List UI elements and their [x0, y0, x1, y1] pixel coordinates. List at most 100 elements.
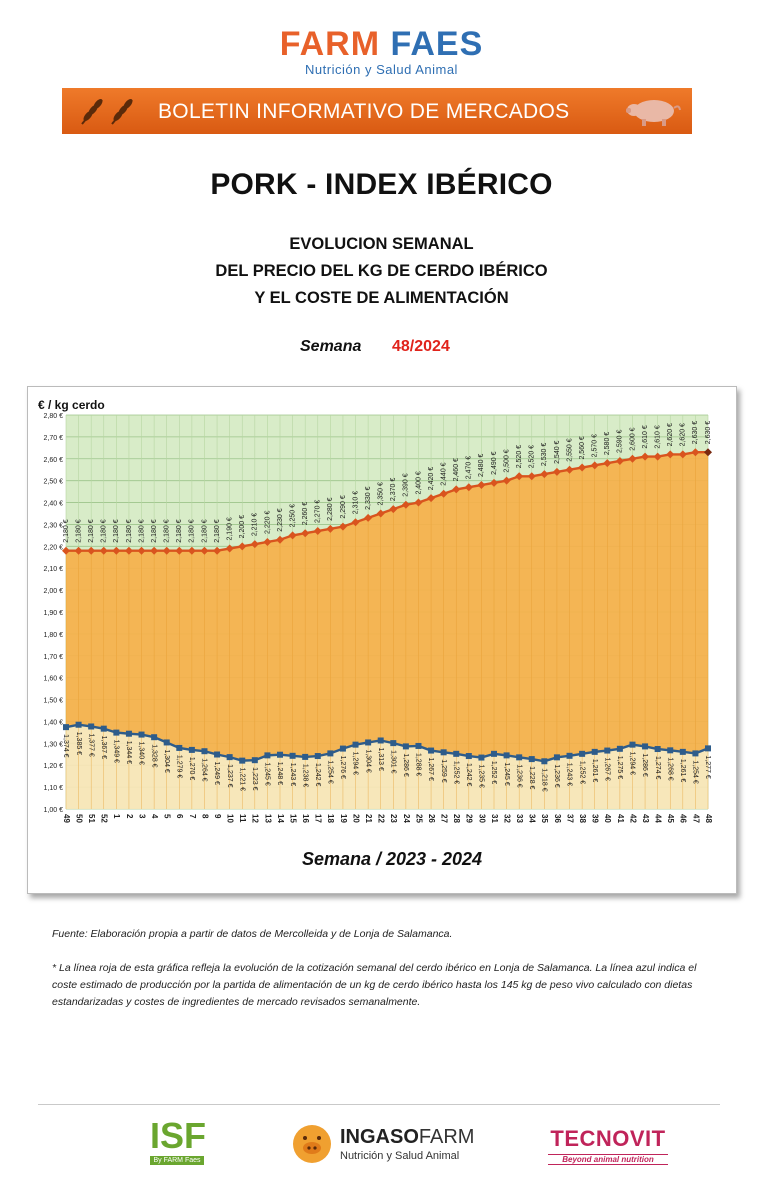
y-tick-label: 2,50 € — [44, 479, 64, 486]
pork-price-point — [691, 448, 700, 457]
feed-cost-data-label: 1,245 € — [264, 762, 271, 785]
pork-price-point — [678, 450, 687, 459]
feed-cost-area — [66, 724, 708, 809]
x-tick-label: 43 — [641, 814, 650, 823]
x-tick-label: 9 — [213, 814, 222, 819]
logo-subtitle: Nutrición y Salud Animal — [305, 62, 458, 77]
y-tick-label: 1,00 € — [44, 807, 64, 814]
feed-cost-point — [100, 725, 107, 732]
feed-cost-data-label: 1,252 € — [578, 761, 585, 784]
feed-cost-point — [63, 724, 69, 731]
week-value: 48/2024 — [392, 338, 450, 355]
pig-icon — [626, 100, 681, 126]
pork-price-point — [213, 546, 222, 555]
pork-price-point — [590, 461, 599, 470]
x-tick-label: 25 — [414, 814, 423, 823]
feed-cost-point — [579, 750, 586, 757]
pork-price-point — [552, 467, 561, 476]
feed-cost-data-label: 1,294 € — [352, 752, 359, 775]
feed-cost-point — [705, 745, 711, 752]
feed-cost-data-label: 1,313 € — [377, 747, 384, 770]
pork-price-data-label: 2,460 € — [453, 458, 460, 481]
pork-price-data-label: 2,470 € — [466, 456, 473, 479]
y-tick-label: 2,70 € — [44, 435, 64, 442]
pork-price-point — [112, 546, 121, 555]
feed-cost-data-label: 1,221 € — [238, 768, 245, 791]
x-tick-label: 45 — [666, 814, 675, 823]
x-tick-label: 31 — [490, 814, 499, 823]
feed-cost-data-label: 1,228 € — [528, 766, 535, 789]
pork-price-point — [200, 546, 209, 555]
x-tick-label: 1 — [112, 814, 121, 819]
x-tick-label: 21 — [364, 814, 373, 823]
pork-price-point — [175, 546, 184, 555]
x-tick-label: 51 — [87, 814, 96, 823]
isf-logo-text: ISF — [150, 1115, 207, 1156]
x-tick-label: 41 — [616, 814, 625, 823]
x-tick-label: 26 — [427, 814, 436, 823]
pork-price-point — [502, 476, 511, 485]
feed-cost-point — [453, 750, 460, 757]
market-bulletin-banner: BOLETIN INFORMATIVO DE MERCADOS — [62, 88, 692, 134]
pork-price-data-label: 2,180 € — [63, 519, 70, 542]
pork-price-point — [364, 513, 373, 522]
feed-cost-point — [176, 744, 183, 751]
feed-cost-point — [667, 747, 674, 754]
feed-cost-data-label: 1,385 € — [75, 732, 82, 755]
feed-cost-data-label: 1,328 € — [150, 744, 157, 767]
feed-cost-point — [88, 723, 95, 730]
feed-cost-data-label: 1,252 € — [452, 761, 459, 784]
logo-faes-text: FAES — [390, 25, 484, 63]
y-tick-label: 2,30 € — [44, 522, 64, 529]
feed-cost-point — [642, 743, 649, 750]
feed-cost-data-label: 1,301 € — [389, 750, 396, 773]
pork-price-point — [389, 505, 398, 514]
isf-logo: ISF By FARM Faes — [150, 1115, 207, 1165]
pork-price-data-label: 2,190 € — [226, 517, 233, 540]
feed-cost-data-label: 1,242 € — [465, 763, 472, 786]
feed-cost-point — [365, 739, 372, 746]
feed-cost-data-label: 1,374 € — [62, 734, 69, 757]
feed-cost-data-label: 1,249 € — [213, 761, 220, 784]
x-tick-label: 19 — [339, 814, 348, 823]
feed-cost-point — [654, 746, 661, 753]
feed-cost-data-label: 1,277 € — [704, 755, 711, 778]
feed-cost-point — [226, 754, 233, 761]
x-tick-label: 46 — [679, 814, 688, 823]
pork-price-data-label: 2,180 € — [214, 519, 221, 542]
logo-wordmark: FARM FAES — [0, 26, 763, 62]
x-tick-label: 17 — [314, 814, 323, 823]
feed-cost-point — [239, 757, 246, 764]
pork-price-data-label: 2,230 € — [277, 508, 284, 531]
x-tick-label: 2 — [125, 814, 134, 819]
feed-cost-point — [491, 750, 497, 757]
ingaso-text: INGASO — [340, 1126, 419, 1148]
price-cost-chart: 1,00 € 1,10 € 1,20 € 1,30 € 1,40 € 1,50 € 1,60… — [38, 398, 713, 869]
pork-price-data-label: 2,550 € — [566, 438, 573, 461]
pork-price-data-label: 2,350 € — [378, 482, 385, 505]
pork-price-data-label: 2,420 € — [428, 467, 435, 490]
pork-price-point — [565, 465, 574, 474]
pork-price-point — [338, 522, 347, 531]
pork-price-data-label: 2,290 € — [340, 495, 347, 518]
y-tick-label: 1,10 € — [44, 785, 64, 792]
x-tick-label: 29 — [465, 814, 474, 823]
y-tick-label: 1,50 € — [44, 698, 64, 705]
feed-cost-point — [75, 721, 82, 728]
pork-price-point — [427, 494, 436, 503]
pork-price-point — [99, 546, 108, 555]
feed-cost-data-label: 1,367 € — [100, 736, 107, 759]
feed-cost-point — [390, 740, 397, 747]
subtitle-line-1: EVOLUCION SEMANAL — [289, 235, 474, 253]
x-tick-label: 48 — [704, 814, 713, 823]
y-tick-label: 2,20 € — [44, 544, 64, 551]
pork-price-point — [162, 546, 171, 555]
feed-cost-data-label: 1,236 € — [515, 764, 522, 787]
feed-cost-data-label: 1,245 € — [503, 762, 510, 785]
pork-price-data-label: 2,180 € — [201, 519, 208, 542]
feed-cost-point — [528, 756, 535, 763]
pork-price-point — [288, 531, 297, 540]
x-tick-label: 35 — [540, 814, 549, 823]
y-tick-label: 2,80 € — [44, 413, 64, 420]
pork-price-data-label: 2,200 € — [239, 515, 246, 538]
